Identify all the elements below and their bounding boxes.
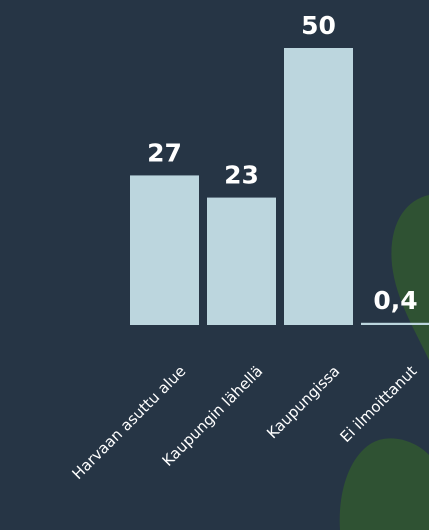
value-label: 0,4 [373,286,417,315]
x-tick-label: Ei ilmoittanut [336,362,420,446]
bar [130,175,199,325]
decor-blob [340,438,429,530]
value-label: 50 [301,11,336,40]
chart: 27Harvaan asuttu alue23Kaupungin lähellä… [0,0,429,530]
bar [361,323,429,325]
bar [284,48,353,325]
decor-blob [391,195,429,360]
page: {"chart_data": {"type": "bar", "categori… [0,0,429,530]
x-tick-label: Kaupungissa [263,362,343,442]
value-label: 27 [147,138,182,167]
bar [207,198,276,325]
value-label: 23 [224,161,259,190]
